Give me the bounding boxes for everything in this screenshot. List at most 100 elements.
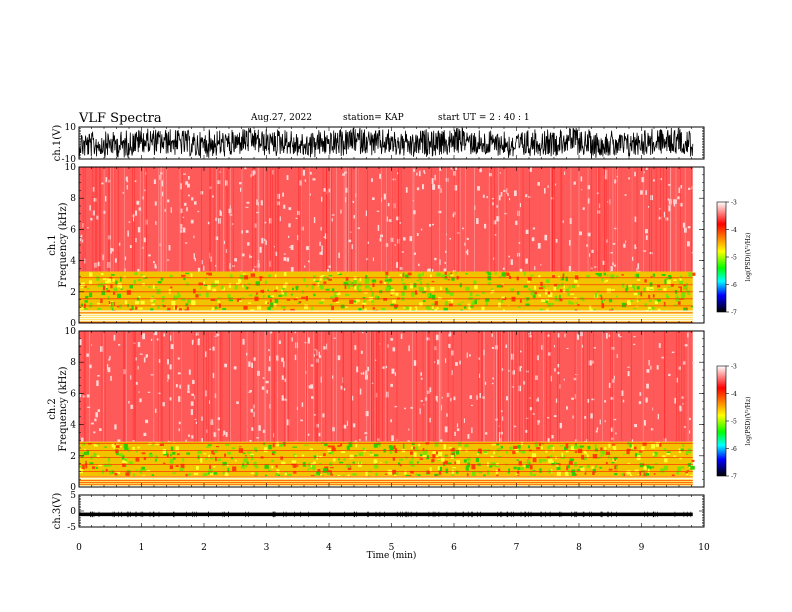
ch2-spectrogram-mid-speckle: [422, 448, 425, 451]
ch1-spectrogram-speckle: [182, 216, 185, 218]
ch1-spectrogram-speckle: [586, 244, 588, 247]
ch2-spectrogram-speckle: [236, 401, 239, 405]
ch2-spectrogram-mid-speckle: [348, 442, 353, 448]
ch2-spectrogram-mid-speckle: [271, 452, 276, 456]
ch2-spectrogram-speckle: [656, 365, 659, 370]
y-tick-label: 10: [65, 163, 77, 173]
ch1-spectrogram-mid-speckle: [190, 273, 193, 278]
ch1-spectrogram-mid-speckle: [556, 287, 559, 289]
ch1-spectrogram-speckle: [328, 265, 332, 268]
ch1-spectrogram-mid-speckle: [538, 287, 544, 290]
ch2-spectrogram-mid-speckle: [104, 446, 107, 448]
ch1-spectrogram-speckle: [668, 184, 671, 186]
ch2-spectrogram-mid-speckle: [413, 452, 417, 457]
ch2-spectrogram-speckle: [676, 377, 678, 383]
ch1-spectrogram-mid-speckle: [573, 279, 578, 283]
ch1-spectrogram-mid-speckle: [313, 275, 317, 279]
ch1-spectrogram-mid-speckle: [558, 275, 560, 278]
ch1-spectrogram-mid-speckle: [135, 306, 138, 310]
ch2-spectrogram-mid-speckle: [141, 466, 145, 471]
ch1-spectrogram-mid-speckle: [248, 294, 253, 297]
ch2-spectrogram-mid-speckle: [250, 472, 255, 475]
ch2-spectrogram-mid-speckle: [115, 445, 120, 448]
ch1-spectrogram-speckle: [122, 191, 124, 194]
ch2-spectrogram-mid-speckle: [438, 466, 443, 472]
ch2-spectrogram-speckle: [639, 392, 642, 396]
ch2-spectrogram-mid-speckle: [332, 447, 336, 452]
ch1-spectrogram-mid-speckle: [124, 300, 128, 305]
ch2-spectrogram-speckle: [365, 436, 367, 441]
ch1-spectrogram-mid-speckle: [496, 285, 502, 288]
ch2-spectrogram-mid-speckle: [104, 463, 108, 467]
ch2-spectrogram-speckle: [513, 425, 517, 428]
ch2-spectrogram-colorbar: [716, 365, 727, 477]
ch1-spectrogram-mid-speckle: [331, 306, 335, 311]
ch2-spectrogram-speckle: [175, 384, 178, 388]
ch1-spectrogram-mid-speckle: [353, 276, 357, 281]
ch2-spectrogram-mid-speckle: [454, 461, 458, 464]
ch2-spectrogram-mid-speckle: [599, 466, 602, 469]
ch1-spectrogram-speckle: [673, 199, 676, 205]
ch1-spectrogram-speckle: [304, 265, 306, 268]
ch2-spectrogram-speckle: [308, 385, 311, 389]
ch1-spectrogram-speckle: [97, 261, 101, 267]
ch2-spectrogram-speckle: [304, 342, 308, 344]
ch2-spectrogram-speckle: [456, 428, 460, 432]
ch2-spectrogram-speckle: [498, 425, 500, 427]
ch2-spectrogram-mid-speckle: [209, 465, 212, 469]
ch2-spectrogram-speckle: [196, 332, 199, 336]
ch1-spectrogram-speckle: [663, 211, 666, 218]
ch1-spectrogram-mid-speckle: [551, 303, 555, 306]
ch1-spectrogram-mid-speckle: [135, 300, 140, 305]
ch2-spectrogram-speckle: [681, 396, 684, 399]
ch2-spectrogram-mid-speckle: [682, 443, 685, 448]
ch2-spectrogram-mid-speckle: [278, 474, 281, 477]
ch2-spectrogram-mid-speckle: [641, 446, 645, 452]
ch1-spectrogram-speckle: [103, 210, 106, 214]
ch2-spectrogram-speckle: [266, 389, 268, 394]
ch1-spectrogram-mid-speckle: [86, 288, 90, 290]
ch1-spectrogram-speckle: [187, 183, 190, 188]
ch1-spectrogram-speckle: [637, 263, 640, 270]
ch2-spectrogram-mid-speckle: [531, 453, 537, 458]
ch1-spectrogram-speckle: [129, 245, 132, 249]
ch2-spectrogram-speckle: [223, 430, 226, 435]
ch1-spectrogram-mid-speckle: [138, 307, 143, 310]
ch1-spectrogram-mid-speckle: [553, 286, 557, 291]
ch2-spectrogram-mid-speckle: [686, 470, 689, 472]
ch2-spectrogram-mid-speckle: [124, 447, 129, 451]
ch2-spectrogram-speckle: [547, 334, 550, 337]
ch1-spectrogram-mid-speckle: [687, 290, 690, 296]
ch1-spectrogram-speckle: [659, 207, 661, 210]
ch1-spectrogram-speckle: [517, 210, 520, 217]
ch1-spectrogram-mid-speckle: [193, 288, 196, 294]
ch2-spectrogram-mid-speckle: [309, 448, 314, 451]
ch1-spectrogram-mid-speckle: [227, 294, 231, 299]
ch1-spectrogram-mid-speckle: [481, 306, 485, 311]
ch2-spectrogram-mid-speckle: [373, 454, 379, 457]
ch2-spectrogram-mid-speckle: [561, 452, 564, 458]
ch1-spectrogram-speckle: [331, 214, 335, 216]
ch2-spectrogram-mid-speckle: [242, 452, 246, 454]
ch1-spectrogram-speckle: [309, 193, 311, 196]
ch1-spectrogram-mid-speckle: [538, 275, 541, 278]
ch2-spectrogram-mid-speckle: [607, 450, 611, 452]
ch1-spectrogram-mid-speckle: [372, 303, 375, 306]
ch1-spectrogram-mid-speckle: [362, 302, 367, 305]
ch2-spectrogram-speckle: [365, 375, 368, 380]
x-tick-label: 1: [139, 543, 145, 553]
ch2-spectrogram-speckle: [90, 422, 94, 425]
ch1-spectrogram-speckle: [193, 235, 195, 239]
ch1-spectrogram-mid-speckle: [407, 272, 412, 276]
ch2-spectrogram-mid-speckle: [154, 459, 157, 462]
ch1-spectrogram-mid-speckle: [425, 305, 431, 310]
ch1-spectrogram-speckle: [249, 254, 251, 259]
ch2-spectrogram-speckle: [692, 362, 695, 364]
ch1-spectrogram-speckle: [582, 207, 585, 210]
ch1-spectrogram-speckle: [645, 229, 648, 234]
ch2-spectrogram-mid-speckle: [358, 452, 363, 456]
ch2-spectrogram-speckle: [491, 333, 493, 337]
ch2-spectrogram-mid-speckle: [108, 457, 111, 462]
ch1-spectrogram-speckle: [185, 181, 189, 185]
ch2-spectrogram-speckle: [410, 406, 414, 409]
